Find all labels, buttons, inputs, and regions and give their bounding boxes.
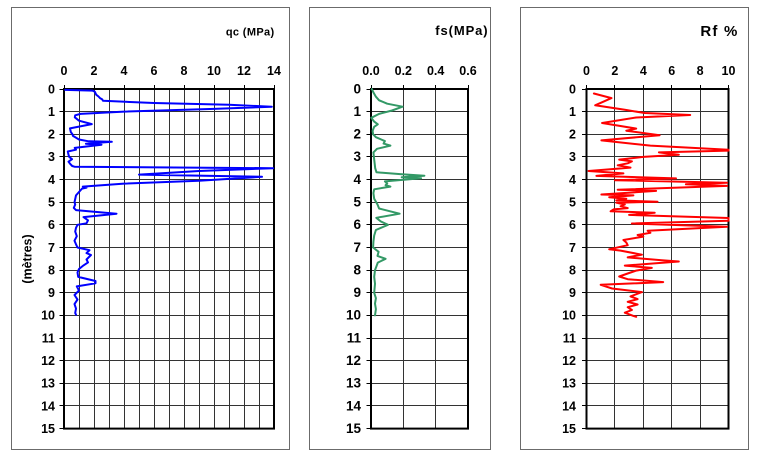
svg-text:1: 1 [353,104,361,119]
svg-text:14: 14 [562,399,576,413]
svg-text:7: 7 [48,241,55,255]
svg-text:10: 10 [722,64,736,78]
svg-text:4: 4 [121,64,128,78]
svg-text:11: 11 [347,330,362,345]
svg-text:10: 10 [207,64,221,78]
svg-text:6: 6 [151,64,158,78]
svg-text:2: 2 [611,64,618,78]
svg-text:0: 0 [48,82,55,96]
svg-text:0: 0 [353,81,361,96]
svg-text:15: 15 [562,422,576,436]
svg-text:Rf %: Rf % [700,23,738,40]
svg-text:1: 1 [48,105,55,119]
svg-text:13: 13 [562,377,576,391]
svg-text:0.6: 0.6 [459,64,476,78]
svg-text:10: 10 [346,308,361,323]
svg-text:6: 6 [48,218,55,232]
svg-text:7: 7 [353,240,361,255]
svg-text:11: 11 [563,331,576,345]
svg-text:11: 11 [42,331,55,345]
svg-text:8: 8 [697,64,704,78]
svg-text:4: 4 [569,173,576,187]
svg-text:2: 2 [48,128,55,142]
svg-text:4: 4 [640,64,647,78]
svg-text:0: 0 [569,82,576,96]
svg-text:3: 3 [569,150,576,164]
svg-text:10: 10 [562,309,576,323]
svg-text:8: 8 [181,64,188,78]
svg-text:12: 12 [346,353,361,368]
svg-text:6: 6 [668,64,675,78]
svg-text:15: 15 [41,422,55,436]
svg-text:14: 14 [267,64,281,78]
svg-text:8: 8 [569,263,576,277]
svg-text:13: 13 [41,377,55,391]
svg-text:6: 6 [353,217,361,232]
svg-text:9: 9 [353,285,361,300]
svg-text:9: 9 [569,286,576,300]
svg-text:2: 2 [569,128,576,142]
svg-text:9: 9 [48,286,55,300]
svg-text:5: 5 [48,196,55,210]
svg-text:14: 14 [346,398,362,413]
svg-text:0: 0 [583,64,590,78]
svg-text:8: 8 [48,263,55,277]
svg-text:7: 7 [569,241,576,255]
svg-text:12: 12 [41,354,55,368]
svg-text:8: 8 [353,262,361,277]
svg-text:0.2: 0.2 [395,64,412,78]
svg-text:qc (MPa): qc (MPa) [226,27,275,39]
svg-text:0.0: 0.0 [362,64,379,78]
svg-text:10: 10 [41,309,55,323]
svg-text:5: 5 [353,195,361,210]
svg-text:(mètres): (mètres) [21,234,35,283]
svg-text:1: 1 [569,105,576,119]
svg-text:0: 0 [61,64,68,78]
svg-text:13: 13 [346,376,362,391]
svg-text:5: 5 [569,196,576,210]
svg-text:15: 15 [346,421,362,436]
svg-text:0.4: 0.4 [427,64,444,78]
svg-text:14: 14 [41,399,55,413]
svg-text:3: 3 [353,149,361,164]
svg-text:3: 3 [48,150,55,164]
svg-text:4: 4 [353,172,361,187]
svg-text:12: 12 [237,64,251,78]
svg-text:12: 12 [562,354,576,368]
svg-text:6: 6 [569,218,576,232]
svg-text:fs(MPa): fs(MPa) [435,23,488,38]
svg-text:2: 2 [353,127,361,142]
svg-text:2: 2 [91,64,98,78]
svg-text:4: 4 [48,173,55,187]
